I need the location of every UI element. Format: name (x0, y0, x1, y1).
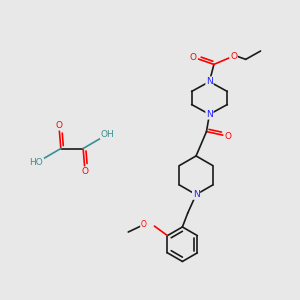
Text: HO: HO (30, 158, 43, 167)
Text: N: N (193, 190, 200, 199)
Text: N: N (206, 110, 213, 119)
Text: O: O (230, 52, 237, 61)
Text: O: O (190, 53, 196, 62)
Text: O: O (81, 167, 88, 176)
Text: O: O (141, 220, 147, 229)
Text: OH: OH (100, 130, 114, 139)
Text: N: N (206, 77, 213, 86)
Text: O: O (56, 121, 63, 130)
Text: O: O (225, 132, 232, 141)
